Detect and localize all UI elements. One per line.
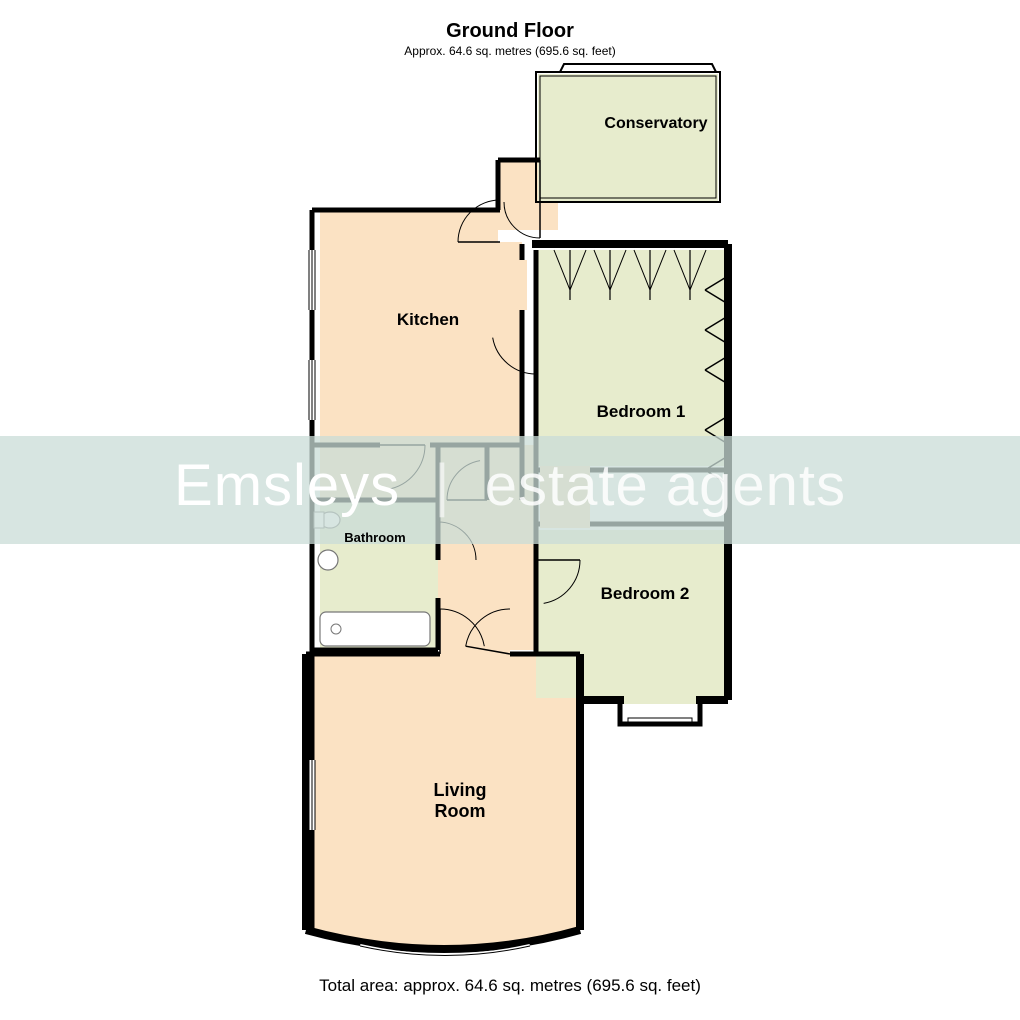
watermark-sub: estate agents xyxy=(485,453,846,518)
watermark-text: Emsleys | estate agents xyxy=(0,452,1020,519)
plan-footer: Total area: approx. 64.6 sq. metres (695… xyxy=(0,976,1020,996)
room-label-conservatory: Conservatory xyxy=(586,115,726,133)
room-label-kitchen: Kitchen xyxy=(378,310,478,330)
room-label-bathroom: Bathroom xyxy=(330,530,420,545)
room-label-bedroom-2: Bedroom 2 xyxy=(580,584,710,604)
room-label-living-room: LivingRoom xyxy=(400,780,520,822)
room-label-bedroom-1: Bedroom 1 xyxy=(576,402,706,422)
watermark-brand: Emsleys xyxy=(174,453,400,518)
